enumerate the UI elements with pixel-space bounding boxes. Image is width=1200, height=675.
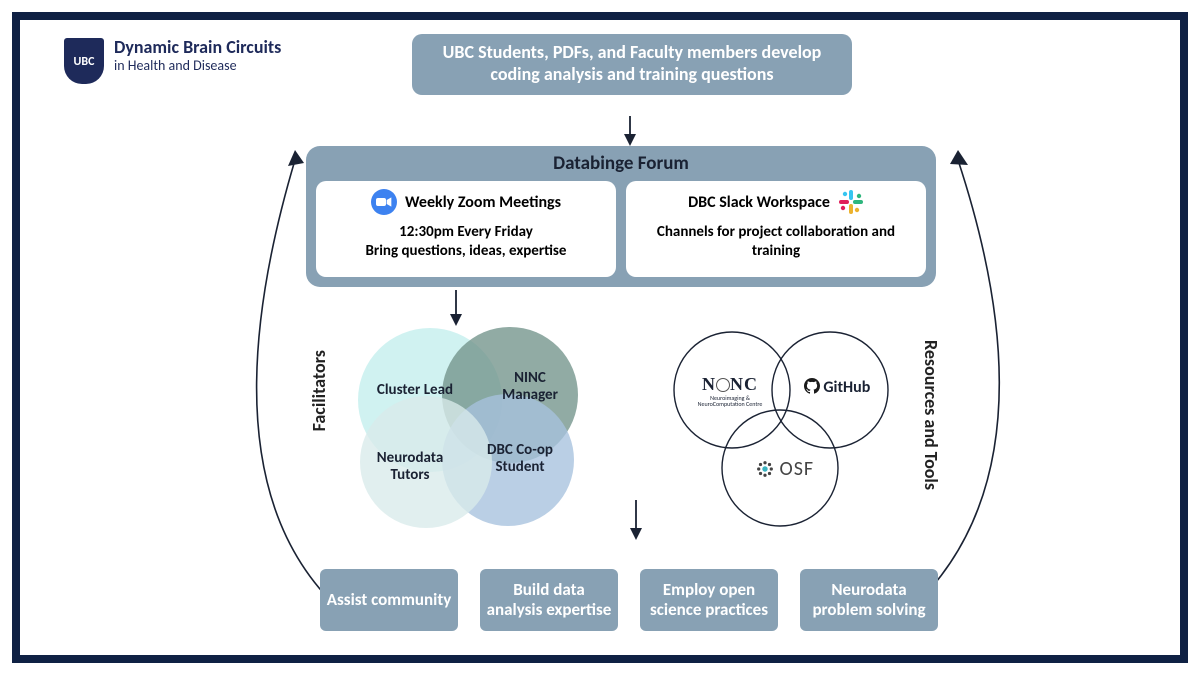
- outcome-pill: Employ open science practices: [640, 569, 778, 631]
- logo-badge-text: UBC: [74, 55, 95, 69]
- frame: UBC Dynamic Brain Circuits in Health and…: [12, 12, 1188, 663]
- slack-card-head: DBC Slack Workspace: [636, 189, 916, 215]
- feedback-arrow-left: [180, 150, 380, 620]
- venn-left-a: Cluster Lead: [370, 382, 460, 399]
- outcome-pill: Neurodata problem solving: [800, 569, 938, 631]
- logo-line1: Dynamic Brain Circuits: [114, 38, 281, 58]
- outcomes-row: Assist community Build data analysis exp…: [320, 569, 938, 631]
- outcome-pill: Assist community: [320, 569, 458, 631]
- forum-cards: Weekly Zoom Meetings 12:30pm Every Frida…: [316, 181, 926, 277]
- ubc-shield-icon: UBC: [64, 38, 104, 84]
- arrow-down-1: [618, 116, 642, 146]
- arrow-down-3: [624, 500, 648, 540]
- slack-icon: [838, 189, 864, 215]
- venn-left-d: DBC Co-op Student: [470, 442, 570, 475]
- logo-block: UBC Dynamic Brain Circuits in Health and…: [64, 38, 281, 84]
- venn-right-github: GitHub: [792, 378, 882, 397]
- venn-right-ninc: NNC Neuroimaging & NeuroComputation Cent…: [690, 375, 770, 408]
- logo-line2: in Health and Disease: [114, 58, 281, 73]
- forum-title: Databinge Forum: [316, 152, 926, 175]
- top-header-box: UBC Students, PDFs, and Faculty members …: [412, 34, 852, 95]
- forum-box: Databinge Forum Weekly Zoom Meetings 12:…: [306, 146, 936, 287]
- outcome-pill: Build data analysis expertise: [480, 569, 618, 631]
- venn-left-b: NINC Manager: [485, 370, 575, 403]
- logo-text: Dynamic Brain Circuits in Health and Dis…: [114, 38, 281, 73]
- feedback-arrow-right: [880, 150, 1080, 620]
- slack-body: Channels for project collaboration and t…: [636, 223, 916, 261]
- top-header-text: UBC Students, PDFs, and Faculty members …: [443, 41, 822, 85]
- zoom-head-text: Weekly Zoom Meetings: [405, 193, 561, 212]
- venn-right-osf: OSF: [740, 458, 830, 480]
- resources-venn: NNC Neuroimaging & NeuroComputation Cent…: [640, 320, 920, 530]
- slack-head-text: DBC Slack Workspace: [688, 193, 830, 212]
